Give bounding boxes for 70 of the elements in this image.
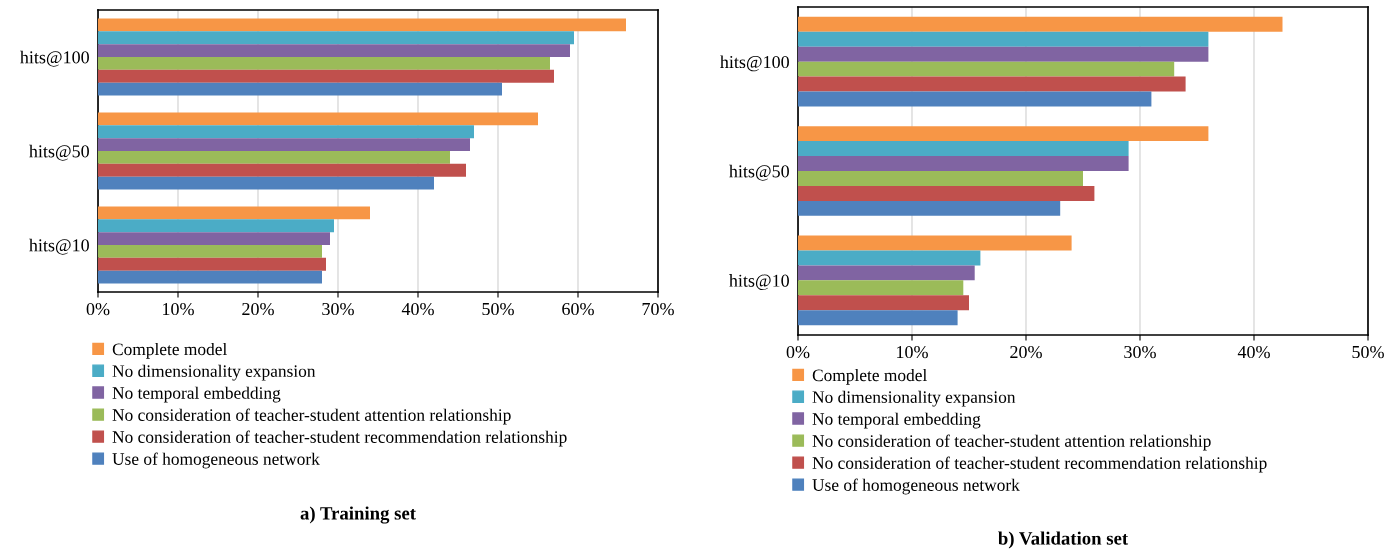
x-tick-label: 70% [642,302,674,316]
bar [98,138,470,151]
x-tick-label: 20% [242,302,274,316]
y-tick-label: hits@100 [20,50,89,67]
x-tick-label: 0% [86,302,110,316]
x-tick-label: 10% [897,345,928,359]
bar [798,46,1209,62]
x-tick-label: 60% [562,302,594,316]
bar [798,126,1209,142]
bar [98,112,538,126]
legend-label: Complete model [812,368,927,385]
bar [98,245,322,258]
legend-label: No dimensionality expansion [812,390,1016,407]
bar [798,280,964,296]
bar [98,82,502,96]
bar [98,44,570,57]
x-tick-label: 30% [1124,345,1156,359]
legend-label: Use of homogeneous network [112,452,320,469]
bar [98,151,450,164]
bar [798,61,1175,77]
bar [98,163,466,177]
x-tick-label: 10% [163,302,194,316]
x-tick-label: 50% [1352,345,1384,359]
bar [798,185,1095,201]
legend-label: Use of homogeneous network [812,478,1020,495]
bar [798,295,969,311]
bar [798,31,1209,47]
legend-label: No consideration of teacher-student attention relationship [112,408,511,425]
bar [98,18,626,32]
bar [98,125,474,139]
y-tick-label: hits@100 [720,55,789,72]
x-tick-label: 30% [322,302,354,316]
y-tick-label: hits@10 [29,238,89,255]
bar [798,141,1129,157]
bar [798,265,975,281]
bar [798,200,1061,216]
legend-label: No temporal embedding [112,386,281,403]
x-tick-label: 20% [1010,345,1042,359]
x-tick-label: 40% [401,302,434,316]
legend-label: No consideration of teacher-student attention relationship [812,434,1211,451]
bar [98,69,554,83]
legend-label: No temporal embedding [812,412,981,429]
x-tick-label: 0% [786,345,810,359]
legend-label: No consideration of teacher-student recommendation relationship [112,430,567,447]
x-tick-label: 40% [1237,345,1270,359]
bar [98,206,370,220]
text: a) Training set [300,506,416,524]
y-tick-label: hits@50 [729,164,789,181]
x-tick-label: 50% [482,302,514,316]
bar [798,235,1072,251]
bar [798,156,1129,171]
bar [98,257,326,271]
y-tick-label: hits@10 [729,274,789,291]
bar [798,16,1283,32]
bar [798,310,958,326]
bar [98,270,322,284]
legend-label: No dimensionality expansion [112,364,316,381]
bar [798,171,1083,186]
y-tick-label: hits@50 [29,144,89,161]
bar [798,76,1186,92]
bar [798,250,981,266]
bar [98,31,574,45]
bar [98,176,434,190]
legend-label: No consideration of teacher-student recommendation relationship [812,456,1267,473]
bar [798,91,1152,107]
bar [98,232,330,245]
legend-label: Complete model [112,342,227,359]
bar [98,219,334,233]
text: b) Validation set [998,531,1129,549]
bar [98,57,550,70]
